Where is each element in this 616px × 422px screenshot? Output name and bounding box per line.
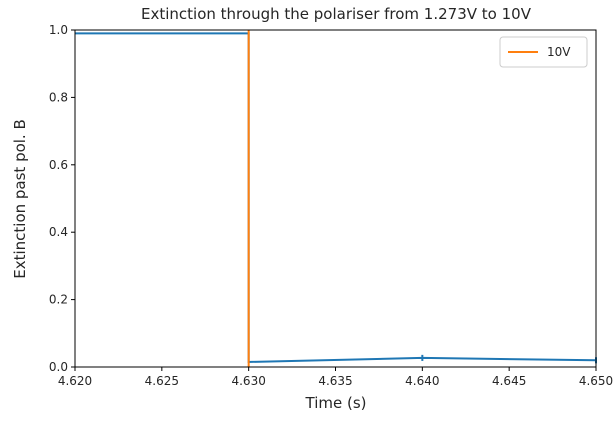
series-line-0 <box>75 32 597 363</box>
y-axis: 0.0 0.2 0.4 0.6 0.8 1.0 <box>49 23 75 374</box>
x-tick-label: 4.645 <box>492 374 526 388</box>
chart-title: Extinction through the polariser from 1.… <box>141 5 532 23</box>
y-tick-label: 1.0 <box>49 23 68 37</box>
x-axis: 4.620 4.625 4.630 4.635 4.640 4.645 4.650 <box>58 367 613 388</box>
x-tick-label: 4.620 <box>58 374 92 388</box>
y-tick-label: 0.4 <box>49 225 68 239</box>
plot-frame <box>74 29 597 368</box>
y-tick-label: 0.8 <box>49 90 68 104</box>
y-axis-label: Extinction past pol. B <box>11 119 29 279</box>
x-tick-label: 4.635 <box>318 374 352 388</box>
x-tick-label: 4.625 <box>145 374 179 388</box>
x-tick-label: 4.640 <box>405 374 439 388</box>
legend-box <box>499 36 588 68</box>
plot-series <box>75 30 597 367</box>
y-tick-label: 0.6 <box>49 158 68 172</box>
x-tick-label: 4.630 <box>231 374 265 388</box>
x-tick-label: 4.650 <box>579 374 613 388</box>
legend-label-10v: 10V <box>547 45 571 59</box>
x-axis-label: Time (s) <box>305 394 367 412</box>
y-tick-label: 0.2 <box>49 293 68 307</box>
y-tick-label: 0.0 <box>49 360 68 374</box>
legend: 10V <box>499 36 588 68</box>
